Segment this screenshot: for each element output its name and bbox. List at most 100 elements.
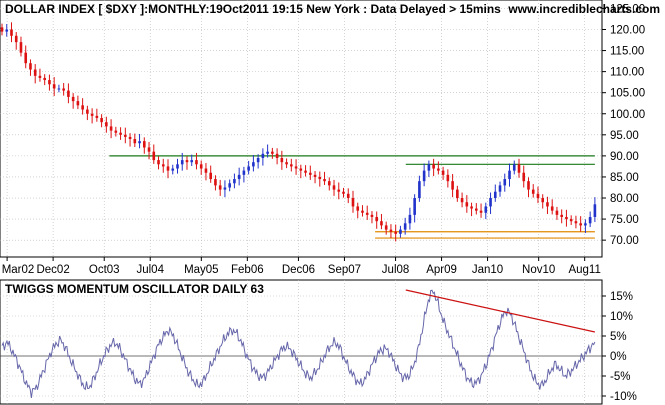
- candle-body: [57, 88, 61, 90]
- candle-body: [81, 105, 84, 110]
- candle-body: [304, 170, 307, 173]
- candle-body: [228, 183, 231, 188]
- candle-body: [399, 229, 402, 234]
- candle-body: [541, 198, 545, 203]
- candle-body: [380, 221, 383, 226]
- candle-body: [308, 172, 312, 175]
- candle-body: [171, 168, 175, 171]
- price-tick-label: 75.00: [610, 214, 639, 226]
- candle-body: [105, 122, 108, 127]
- candle-body: [432, 164, 435, 169]
- oscillator-panel-frame: [0, 279, 603, 405]
- candle-body: [271, 151, 274, 154]
- candle-body: [256, 157, 260, 163]
- candle-body: [593, 204, 597, 217]
- candle-body: [413, 198, 416, 215]
- candle-body: [365, 212, 369, 215]
- time-tick-label: May05: [184, 264, 219, 276]
- candle-body: [95, 115, 99, 118]
- candle-body: [152, 151, 156, 161]
- support-resistance-lines: [109, 155, 595, 239]
- candle-body: [252, 162, 255, 167]
- candle-body: [0, 27, 4, 32]
- candle-body: [285, 162, 288, 165]
- candle-body: [346, 193, 350, 199]
- oscillator-tick-label: -5%: [610, 371, 630, 383]
- time-tick-label: Sep07: [328, 264, 361, 276]
- price-tick-label: 70.00: [610, 235, 639, 247]
- price-grid: [0, 0, 602, 257]
- price-tick-label: 110.00: [610, 67, 644, 79]
- candle-body: [484, 206, 488, 213]
- candle-body: [24, 52, 28, 64]
- candle-body: [422, 170, 426, 182]
- candle-body: [323, 179, 326, 182]
- time-tick-label: Jul04: [136, 264, 164, 276]
- site-watermark[interactable]: www.incrediblecharts.com: [507, 2, 660, 16]
- oscillator-trendline: [405, 289, 596, 333]
- candle-body: [479, 210, 483, 213]
- candle-body: [375, 216, 379, 222]
- price-tick-label: 80.00: [610, 193, 639, 205]
- candle-body: [161, 164, 165, 167]
- candle-body: [195, 160, 198, 165]
- candle-body: [29, 63, 32, 70]
- time-tick-label: Feb06: [231, 264, 264, 276]
- candle-body: [33, 69, 37, 76]
- candle-body: [565, 216, 568, 220]
- candle-body: [389, 229, 393, 232]
- candle-body: [437, 168, 440, 171]
- candle-body: [356, 206, 360, 211]
- candle-body: [261, 153, 265, 158]
- candle-body: [19, 42, 23, 53]
- time-tick-label: Oct03: [89, 264, 120, 276]
- candle-body: [342, 191, 345, 194]
- time-tick-label: Dec02: [36, 264, 69, 276]
- candle-body: [550, 206, 554, 211]
- candle-body: [218, 185, 222, 190]
- candle-body: [90, 113, 94, 116]
- oscillator-tick-label: -10%: [610, 391, 637, 403]
- candle-body: [100, 117, 103, 123]
- candle-body: [185, 160, 189, 163]
- oscillator-series: [1, 289, 596, 398]
- candle-body: [124, 134, 127, 137]
- candle-body: [470, 206, 473, 209]
- candle-body: [119, 132, 122, 135]
- price-tick-label: 95.00: [610, 130, 639, 142]
- candle-body: [275, 153, 279, 158]
- time-tick-label: Dec06: [282, 264, 315, 276]
- candle-body: [536, 193, 540, 199]
- time-tick-label: Apr09: [426, 264, 457, 276]
- price-tick-label: 105.00: [610, 88, 645, 100]
- oscillator-tick-label: 0%: [610, 351, 627, 363]
- oscillator-tick-label: 10%: [610, 311, 633, 323]
- price-tick-label: 90.00: [610, 151, 639, 163]
- candle-body: [190, 160, 194, 163]
- candle-body: [384, 225, 388, 230]
- candle-body: [555, 210, 559, 215]
- candle-body: [327, 181, 331, 186]
- candle-body: [427, 164, 431, 171]
- candle-body: [446, 174, 450, 182]
- candle-body: [460, 198, 464, 203]
- candle-body: [294, 166, 298, 169]
- candle-body: [318, 176, 322, 180]
- candle-body: [237, 174, 241, 180]
- candle-body: [498, 185, 502, 192]
- candle-body: [48, 80, 51, 85]
- candle-body: [233, 179, 236, 184]
- candle-body: [441, 170, 445, 175]
- candle-body: [5, 29, 9, 32]
- candle-body: [133, 139, 137, 144]
- candle-body: [147, 147, 151, 152]
- candle-body: [142, 141, 146, 148]
- price-axis-ticks: 125.00 120.00 115.00 110.00 105.00 100.00 95.0…: [602, 3, 645, 247]
- candle-body: [280, 157, 284, 163]
- candle-body: [403, 223, 407, 230]
- candle-body: [86, 109, 89, 114]
- time-axis-ticks: Mar02 Dec02 Oct03 Jul04 May05 Feb06 Dec06 Sep07…: [2, 257, 601, 276]
- candle-body: [62, 88, 65, 91]
- candle-body: [223, 187, 227, 190]
- candle-body: [10, 29, 13, 36]
